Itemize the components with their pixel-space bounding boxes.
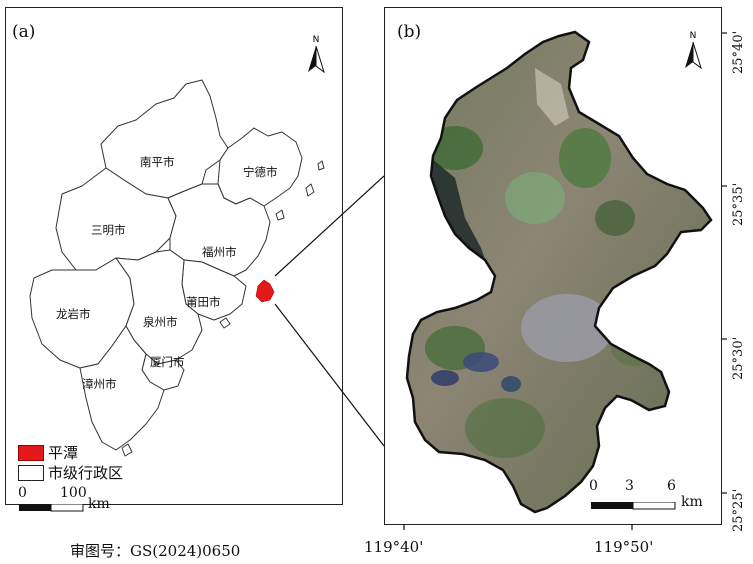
lon-tick-119-40: 119°40' — [364, 538, 423, 556]
lat-tick-25-25: 25°25' — [731, 489, 746, 532]
lat-tick-25-30: 25°30' — [731, 337, 746, 380]
lat-tick-25-35: 25°35' — [731, 183, 746, 226]
lon-tick-119-50: 119°50' — [594, 538, 653, 556]
lat-tick-25-40: 25°40' — [731, 31, 746, 74]
